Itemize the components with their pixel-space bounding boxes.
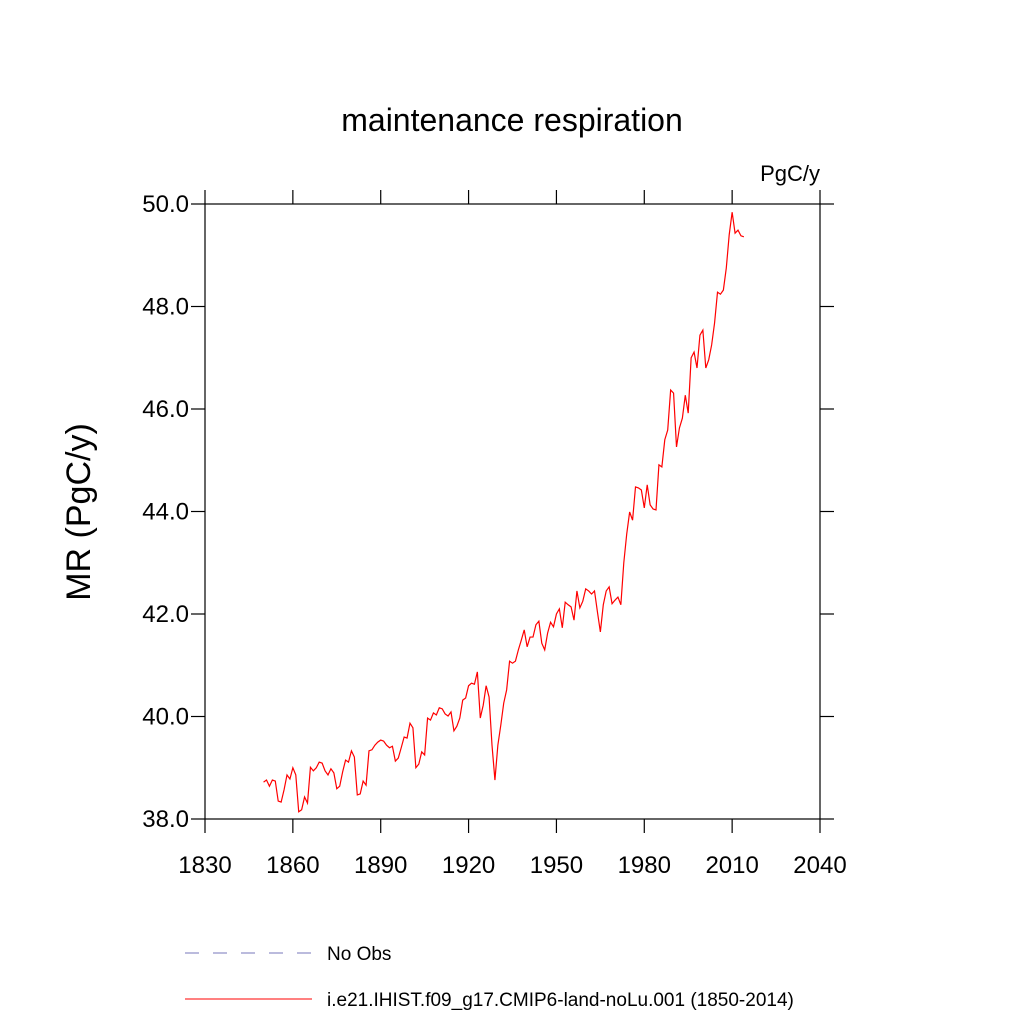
- y-axis-label: MR (PgC/y): [60, 423, 98, 601]
- y-tick-label: 50.0: [142, 191, 189, 218]
- legend-label: No Obs: [327, 944, 391, 965]
- legend-label: i.e21.IHIST.f09_g17.CMIP6-land-noLu.001 …: [327, 990, 794, 1011]
- y-tick-label: 40.0: [142, 704, 189, 731]
- x-tick-label: 1980: [618, 852, 671, 879]
- y-tick-label: 38.0: [142, 806, 189, 833]
- x-tick-label: 1890: [354, 852, 407, 879]
- data-line: [263, 212, 745, 813]
- x-tick-label: 2010: [705, 852, 758, 879]
- y-tick-label: 48.0: [142, 294, 189, 321]
- x-tick-label: 1860: [266, 852, 319, 879]
- y-tick-label: 46.0: [142, 396, 189, 423]
- x-tick-label: 1830: [178, 852, 231, 879]
- x-tick-label: 2040: [793, 852, 846, 879]
- y-tick-label: 44.0: [142, 499, 189, 526]
- units-label: PgC/y: [760, 161, 820, 186]
- x-tick-label: 1920: [442, 852, 495, 879]
- y-tick-label: 42.0: [142, 601, 189, 628]
- x-tick-label: 1950: [530, 852, 583, 879]
- plot-frame: [204, 203, 821, 820]
- chart-title: maintenance respiration: [341, 102, 683, 138]
